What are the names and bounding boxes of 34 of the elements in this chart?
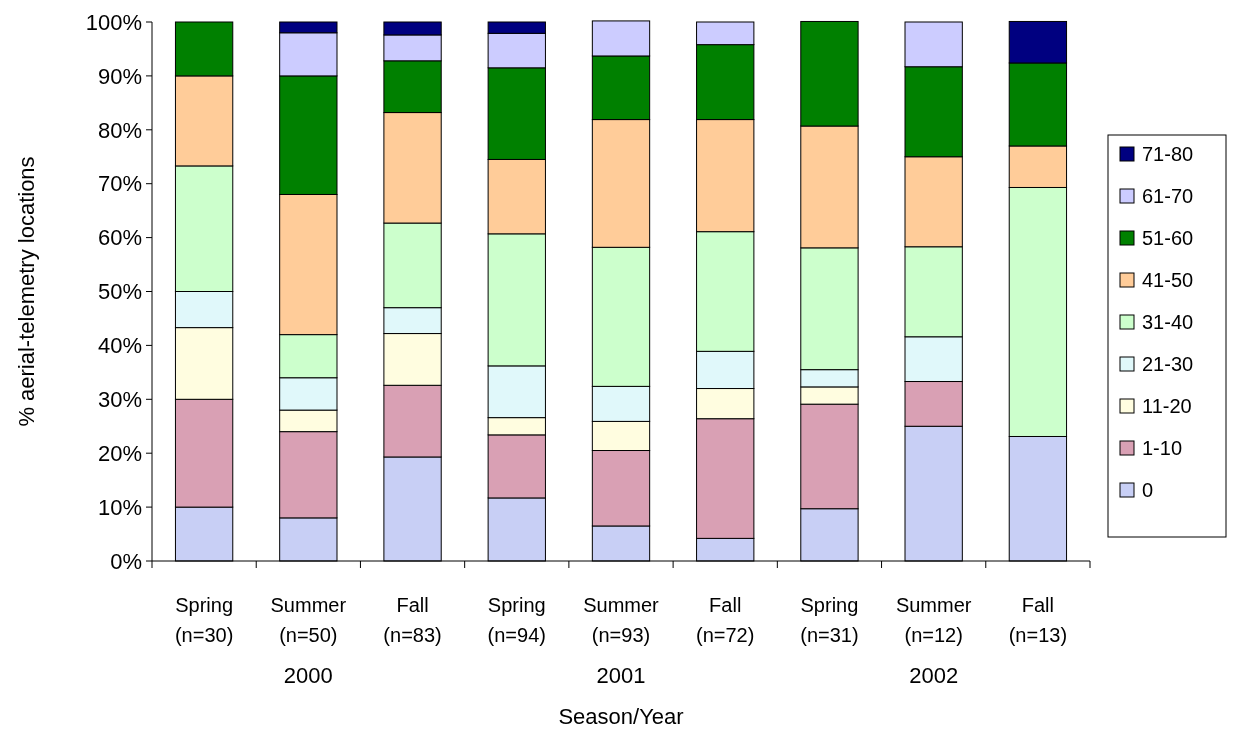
- x-axis-title: Season/Year: [558, 704, 684, 729]
- x-tick-label: Fall (n=83): [383, 594, 442, 646]
- legend-label: 41-50: [1142, 269, 1194, 291]
- text: 2000: [283, 663, 333, 688]
- y-tick-label: 70%: [97, 171, 142, 197]
- y-tick-label: 40%: [97, 333, 142, 359]
- y-tick-label: 30%: [97, 387, 142, 412]
- text: 2001: [596, 663, 646, 688]
- legend-label: 71-80: [1142, 143, 1194, 165]
- y-tick-label: 80%: [97, 117, 142, 143]
- y-tick-label: 60%: [97, 225, 142, 251]
- y-tick-label: 90%: [97, 63, 142, 89]
- legend-label: 51-60: [1142, 227, 1194, 249]
- x-tick-label: Spring (n=30): [174, 594, 234, 646]
- y-tick-label: 50%: [97, 279, 142, 305]
- x-tick-label: Summer (n=50): [270, 594, 347, 646]
- x-tick-label: Fall (n=13): [1008, 594, 1068, 646]
- y-tick-label: 100%: [85, 9, 142, 35]
- text: 2002: [909, 663, 959, 688]
- legend-label: 21-30: [1142, 353, 1194, 375]
- y-tick-label: 0%: [110, 548, 142, 574]
- y-tick-label: 20%: [97, 440, 142, 466]
- x-tick-label: Spring (n=94): [487, 594, 546, 646]
- legend-label: 11-20: [1142, 395, 1192, 417]
- x-tick-label: Summer (n=93): [583, 594, 660, 646]
- y-axis-title: % aerial-telemetry locations: [14, 156, 39, 427]
- x-tick-label: Fall (n=72): [696, 594, 755, 646]
- legend-label: 1-10: [1142, 437, 1183, 459]
- legend-label: 61-70: [1142, 185, 1194, 207]
- x-tick-label: Spring (n=31): [800, 594, 859, 646]
- y-tick-label: 10%: [97, 494, 142, 520]
- legend-label: 0: [1142, 479, 1154, 501]
- x-tick-label: Summer (n=12): [895, 594, 972, 646]
- legend-label: 31-40: [1142, 311, 1194, 333]
